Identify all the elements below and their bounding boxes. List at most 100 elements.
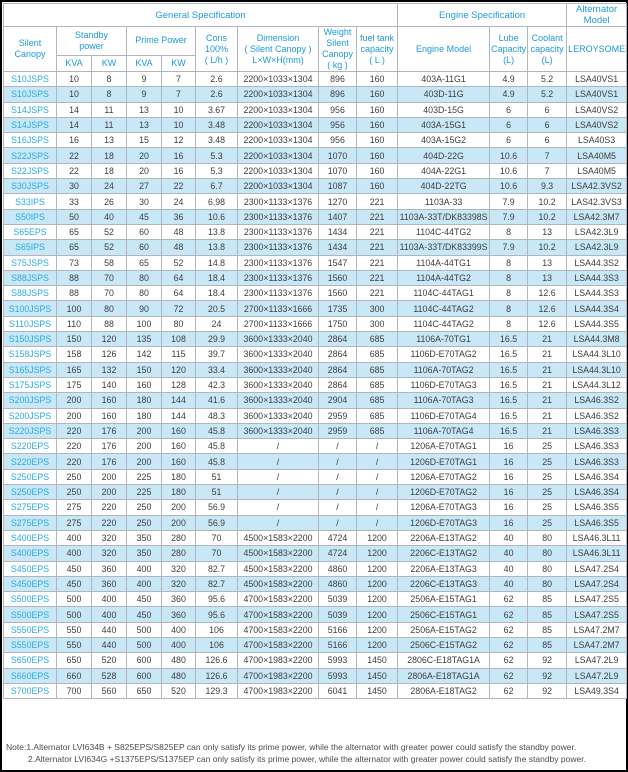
model-link[interactable]: S150JSPS (3, 331, 57, 348)
spec-cell: 4700×1983×2200 (237, 652, 319, 669)
model-link[interactable]: S500EPS (3, 591, 57, 608)
spec-cell: 3600×1333×2040 (237, 331, 319, 348)
spec-cell: 106 (195, 636, 238, 654)
spec-cell: 2864 (318, 361, 357, 378)
spec-cell: 8 (489, 223, 529, 241)
spec-cell: 12.6 (527, 300, 568, 317)
spec-cell: 1206A-E70TAG1 (397, 438, 491, 455)
spec-cell: 225 (126, 468, 162, 486)
spec-cell: 160 (91, 407, 127, 424)
spec-cell: 88 (91, 315, 127, 333)
spec-cell: 80 (527, 529, 568, 547)
model-link[interactable]: S14JSPS (3, 116, 57, 134)
spec-cell: 56.9 (195, 499, 238, 516)
spec-cell: 1104C-44TAG2 (397, 315, 491, 333)
model-link[interactable]: S14JSPS (3, 101, 57, 118)
spec-cell: 2806A-E18TAG2 (397, 682, 491, 700)
model-link[interactable]: S33IPS (3, 193, 57, 210)
model-link[interactable]: S175JSPS (3, 376, 57, 394)
model-link[interactable]: S22JSPS (3, 162, 57, 180)
model-link[interactable]: S100JSPS (3, 300, 57, 317)
model-link[interactable]: S200JSPS (3, 407, 57, 424)
model-link[interactable]: S158JSPS (3, 346, 57, 363)
model-link[interactable]: S220EPS (3, 438, 57, 455)
model-link[interactable]: S500EPS (3, 606, 57, 623)
spec-cell: 3.48 (195, 116, 238, 134)
spec-cell: 16.5 (489, 361, 529, 378)
model-link[interactable]: S400EPS (3, 545, 57, 562)
spec-cell: 250 (56, 468, 92, 486)
spec-cell: 70 (91, 285, 127, 302)
spec-cell: 62 (489, 682, 529, 700)
spec-cell: 1200 (355, 591, 399, 608)
spec-cell: 33 (56, 193, 92, 210)
model-link[interactable]: S200JSPS (3, 392, 57, 409)
model-link[interactable]: S250EPS (3, 484, 57, 501)
spec-cell: / (318, 438, 357, 455)
model-link[interactable]: S88JSPS (3, 285, 57, 302)
spec-cell: / (355, 514, 399, 531)
spec-cell: 221 (355, 208, 399, 225)
model-link[interactable]: S220EPS (3, 453, 57, 470)
model-link[interactable]: S65EPS (3, 223, 57, 241)
spec-cell: 280 (161, 529, 196, 547)
spec-cell: 221 (355, 285, 399, 302)
spec-cell: 21 (527, 376, 568, 394)
model-link[interactable]: S650EPS (3, 652, 57, 669)
spec-cell: 550 (56, 636, 92, 654)
spec-cell: 685 (355, 422, 399, 440)
model-link[interactable]: S165JSPS (3, 361, 57, 378)
spec-cell: 1560 (318, 285, 357, 302)
model-link[interactable]: S700EPS (3, 682, 57, 700)
table-row: S14JSPS 14 11 13 10 3.48 2200×1033×1304 956 160 4… (3, 116, 628, 134)
model-link[interactable]: S65IPS (3, 239, 57, 256)
spec-cell: LSA42.3L9 (566, 239, 628, 256)
model-link[interactable]: S30JSPS (3, 178, 57, 195)
spec-cell: 404A-22G1 (397, 162, 491, 180)
spec-cell: LSA47.2M7 (566, 636, 628, 654)
model-link[interactable]: S275EPS (3, 499, 57, 516)
spec-cell: 85 (527, 621, 568, 638)
model-link[interactable]: S10JSPS (3, 86, 57, 103)
spec-cell: 403A-15G1 (397, 116, 491, 134)
spec-cell: 42.3 (195, 376, 238, 394)
spec-cell: 21 (527, 346, 568, 363)
spec-cell: 20 (126, 147, 162, 164)
spec-cell: 1206A-E70TAG3 (397, 499, 491, 516)
model-link[interactable]: S220JSPS (3, 422, 57, 440)
header-fuel-tank: fuel tank capacity ( L ) (355, 26, 399, 72)
model-link[interactable]: S550EPS (3, 621, 57, 638)
spec-cell: 40 (489, 575, 529, 593)
model-link[interactable]: S16JSPS (3, 132, 57, 149)
spec-cell: 58 (91, 254, 127, 271)
spec-cell: 2300×1133×1376 (237, 223, 319, 241)
spec-cell: 1104A-44TG2 (397, 269, 491, 287)
model-link[interactable]: S550EPS (3, 636, 57, 654)
spec-cell: 25 (527, 438, 568, 455)
spec-cell: 140 (91, 376, 127, 394)
spec-cell: 1103A-33T/DK83398S (397, 208, 491, 225)
spec-cell: 300 (355, 300, 399, 317)
model-link[interactable]: S450EPS (3, 560, 57, 577)
spec-cell: 65 (56, 223, 92, 241)
model-link[interactable]: S250EPS (3, 468, 57, 486)
spec-cell: 3.67 (195, 101, 238, 118)
model-link[interactable]: S10JSPS (3, 70, 57, 88)
spec-cell: 2200×1033×1304 (237, 70, 319, 88)
model-link[interactable]: S660EPS (3, 667, 57, 684)
model-link[interactable]: S275EPS (3, 514, 57, 531)
spec-cell: 25 (527, 484, 568, 501)
spec-cell: 2864 (318, 331, 357, 348)
model-link[interactable]: S400EPS (3, 529, 57, 547)
spec-cell: 25 (527, 453, 568, 470)
model-link[interactable]: S75JSPS (3, 254, 57, 271)
spec-cell: 4700×1983×2200 (237, 682, 319, 700)
model-link[interactable]: S50IPS (3, 208, 57, 225)
model-link[interactable]: S22JSPS (3, 147, 57, 164)
spec-cell: 16 (489, 468, 529, 486)
spec-cell: 70 (195, 545, 238, 562)
model-link[interactable]: S110JSPS (3, 315, 57, 333)
model-link[interactable]: S450EPS (3, 575, 57, 593)
model-link[interactable]: S88JSPS (3, 269, 57, 287)
spec-cell: 100 (56, 300, 92, 317)
